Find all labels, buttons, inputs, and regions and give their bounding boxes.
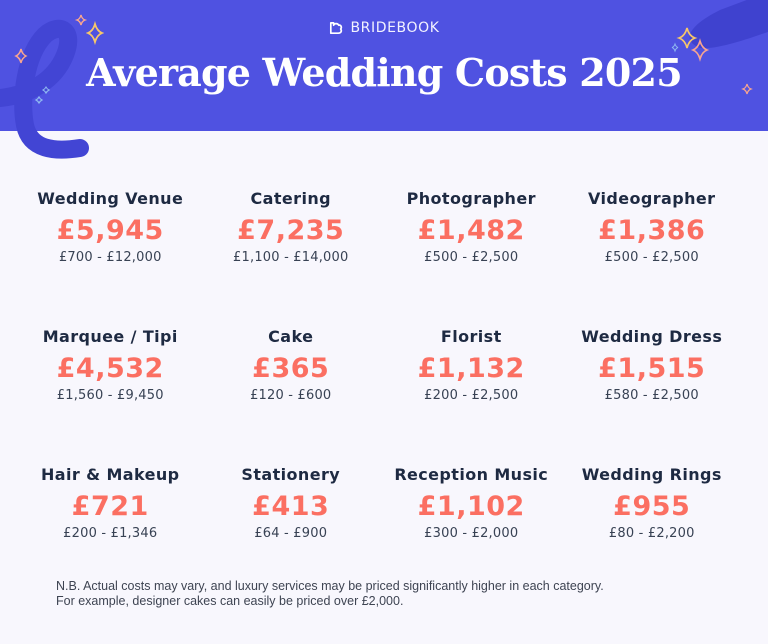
brand-logo: BRIDEBOOK <box>0 20 768 36</box>
average-price: £365 <box>252 353 330 384</box>
footnote-line-2: For example, designer cakes can easily b… <box>56 594 404 608</box>
average-price: £1,515 <box>598 353 706 384</box>
category-label: Wedding Rings <box>581 465 722 484</box>
category-label: Reception Music <box>394 465 549 484</box>
cost-card-videographer: Videographer £1,386 £500 - £2,500 <box>562 186 743 324</box>
cost-card-cake: Cake £365 £120 - £600 <box>201 324 382 462</box>
average-price: £721 <box>71 491 149 522</box>
category-label: Cake <box>268 327 314 346</box>
category-label: Florist <box>440 327 502 346</box>
heart-outline-icon <box>330 21 343 34</box>
footnote-line-1: N.B. Actual costs may vary, and luxury s… <box>56 579 604 593</box>
cost-card-wedding-rings: Wedding Rings £955 £80 - £2,200 <box>562 462 743 600</box>
category-label: Stationery <box>241 465 341 484</box>
price-range: £300 - £2,000 <box>424 526 519 541</box>
price-range: £580 - £2,500 <box>604 388 699 403</box>
cost-card-catering: Catering £7,235 £1,100 - £14,000 <box>201 186 382 324</box>
brand-name: BRIDEBOOK <box>350 20 440 36</box>
cost-card-wedding-venue: Wedding Venue £5,945 £700 - £12,000 <box>20 186 201 324</box>
average-price: £4,532 <box>56 353 164 384</box>
sparkle-icon <box>34 95 44 105</box>
category-label: Catering <box>250 189 331 208</box>
average-price: £955 <box>613 491 691 522</box>
cost-card-photographer: Photographer £1,482 £500 - £2,500 <box>381 186 562 324</box>
category-label: Photographer <box>406 189 536 208</box>
average-price: £1,482 <box>417 215 525 246</box>
price-range: £64 - £900 <box>254 526 328 541</box>
header-banner: BRIDEBOOK Average Wedding Costs 2025 <box>0 0 768 131</box>
price-range: £80 - £2,200 <box>608 526 695 541</box>
footnote: N.B. Actual costs may vary, and luxury s… <box>56 579 676 609</box>
cost-card-reception-music: Reception Music £1,102 £300 - £2,000 <box>381 462 562 600</box>
category-label: Marquee / Tipi <box>42 327 178 346</box>
cost-grid: Wedding Venue £5,945 £700 - £12,000 Cate… <box>20 186 742 600</box>
average-price: £1,386 <box>598 215 706 246</box>
price-range: £120 - £600 <box>250 388 332 403</box>
category-label: Hair & Makeup <box>41 465 180 484</box>
category-label: Wedding Dress <box>581 327 723 346</box>
price-range: £500 - £2,500 <box>424 250 519 265</box>
price-range: £200 - £2,500 <box>424 388 519 403</box>
average-price: £1,102 <box>417 491 525 522</box>
price-range: £1,560 - £9,450 <box>56 388 164 403</box>
price-range: £700 - £12,000 <box>58 250 162 265</box>
cost-card-wedding-dress: Wedding Dress £1,515 £580 - £2,500 <box>562 324 743 462</box>
cost-card-florist: Florist £1,132 £200 - £2,500 <box>381 324 562 462</box>
average-price: £7,235 <box>237 215 345 246</box>
page-title: Average Wedding Costs 2025 <box>86 50 683 95</box>
cost-card-stationery: Stationery £413 £64 - £900 <box>201 462 382 600</box>
category-label: Wedding Venue <box>37 189 184 208</box>
category-label: Videographer <box>588 189 716 208</box>
price-range: £1,100 - £14,000 <box>233 250 349 265</box>
cost-card-marquee-tipi: Marquee / Tipi £4,532 £1,560 - £9,450 <box>20 324 201 462</box>
price-range: £500 - £2,500 <box>604 250 699 265</box>
cost-card-hair-makeup: Hair & Makeup £721 £200 - £1,346 <box>20 462 201 600</box>
average-price: £1,132 <box>417 353 525 384</box>
average-price: £5,945 <box>56 215 164 246</box>
price-range: £200 - £1,346 <box>63 526 158 541</box>
average-price: £413 <box>252 491 330 522</box>
